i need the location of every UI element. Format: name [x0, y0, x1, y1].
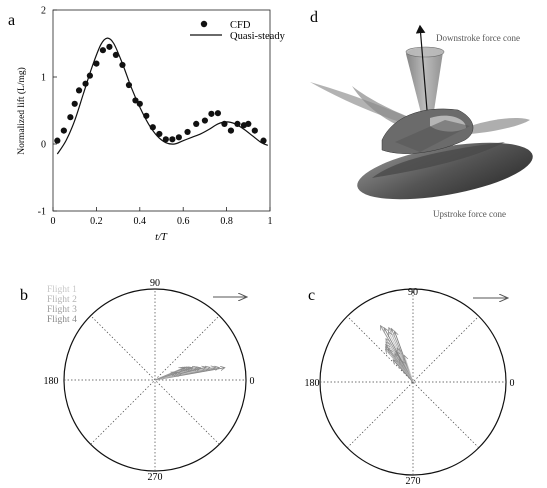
cfd-point	[99, 47, 107, 54]
downstroke-cone-label: Downstroke force cone	[436, 33, 520, 43]
cfd-point	[175, 134, 182, 141]
y-tick-label: -1	[38, 207, 46, 218]
cfd-point	[227, 127, 235, 134]
x-tick-label: 0.8	[220, 216, 233, 227]
panel-c-angle-180: 180	[305, 378, 320, 389]
panel-a-label: a	[8, 12, 15, 29]
cfd-point	[136, 100, 143, 107]
cfd-point	[93, 60, 100, 67]
cfd-point	[60, 127, 67, 134]
flight-3-label: Flight 3	[47, 305, 77, 315]
wing-root	[395, 120, 470, 152]
panel-b-angle-90: 90	[150, 278, 160, 289]
panel-b-angle-180: 180	[44, 376, 59, 387]
panel-c-angle-90: 90	[408, 287, 418, 298]
x-tick-label: 0	[51, 216, 56, 227]
force-vector	[388, 349, 414, 383]
panel-c-angle-270: 270	[406, 476, 421, 487]
cfd-point	[260, 137, 267, 144]
force-vector	[400, 360, 414, 383]
panel-d-label: d	[310, 9, 318, 26]
force-vector	[393, 360, 414, 383]
x-tick-label: 1	[268, 216, 273, 227]
cfd-point	[169, 136, 176, 143]
cfd-point	[201, 117, 208, 124]
cfd-point	[162, 136, 169, 143]
x-tick-label: 0.2	[90, 216, 103, 227]
quasi-steady-line	[56, 37, 269, 155]
polar-grid-line	[346, 315, 480, 449]
cfd-point	[193, 120, 200, 127]
cfd-point	[75, 87, 83, 94]
polar-grid-line	[346, 315, 480, 449]
panel-b-polar	[63, 288, 247, 472]
cfd-point	[245, 120, 252, 127]
panel-a-chart: 0 0.2 0.4 0.6 0.8 1 -1 0 1 2	[38, 6, 273, 228]
legend-cfd-marker	[200, 20, 208, 28]
downstroke-cone-top	[405, 46, 445, 58]
x-tick-label: 0.6	[177, 216, 190, 227]
cfd-point	[106, 43, 113, 50]
upstroke-cone-disk	[357, 142, 533, 200]
force-vector	[154, 373, 176, 381]
left-wing	[352, 86, 412, 128]
panel-c-label: c	[308, 287, 315, 304]
panel-c-polar	[319, 288, 507, 476]
force-vector	[404, 355, 414, 383]
flight-2-label: Flight 2	[47, 295, 77, 305]
panel-b-angle-0: 0	[250, 376, 255, 387]
lift-arrow	[415, 24, 429, 123]
legend-qs-label: Quasi-steady	[230, 31, 286, 42]
wing-force-cone-illustration	[310, 24, 533, 200]
upstroke-cone-label: Upstroke force cone	[433, 209, 506, 219]
flight-1-label: Flight 1	[47, 285, 77, 295]
cfd-point	[214, 110, 222, 117]
right-wing	[470, 118, 530, 134]
upstroke-cone-surface	[372, 142, 505, 178]
cfd-point	[251, 127, 258, 134]
cfd-point	[184, 128, 191, 136]
panel-a-axes-frame	[52, 9, 271, 212]
panel-b-angle-270: 270	[148, 472, 163, 483]
legend-cfd-label: CFD	[230, 20, 251, 31]
y-tick-label: 1	[41, 73, 46, 84]
flight-4-label: Flight 4	[47, 315, 77, 325]
y-tick-label: 2	[41, 6, 46, 17]
panel-a-ylabel: Normalized lift (L/mg)	[16, 67, 27, 155]
x-tick-label: 0.4	[134, 216, 147, 227]
y-tick-label: 0	[41, 140, 46, 151]
cfd-point	[208, 110, 215, 117]
panel-a-xlabel: t/T	[155, 232, 168, 243]
cfd-point	[71, 100, 78, 107]
cfd-point	[156, 130, 163, 138]
panel-b-label: b	[20, 287, 28, 304]
cfd-point	[67, 114, 74, 121]
cfd-point	[112, 51, 120, 58]
panel-c-angle-0: 0	[510, 378, 515, 389]
cfd-point	[54, 137, 61, 144]
